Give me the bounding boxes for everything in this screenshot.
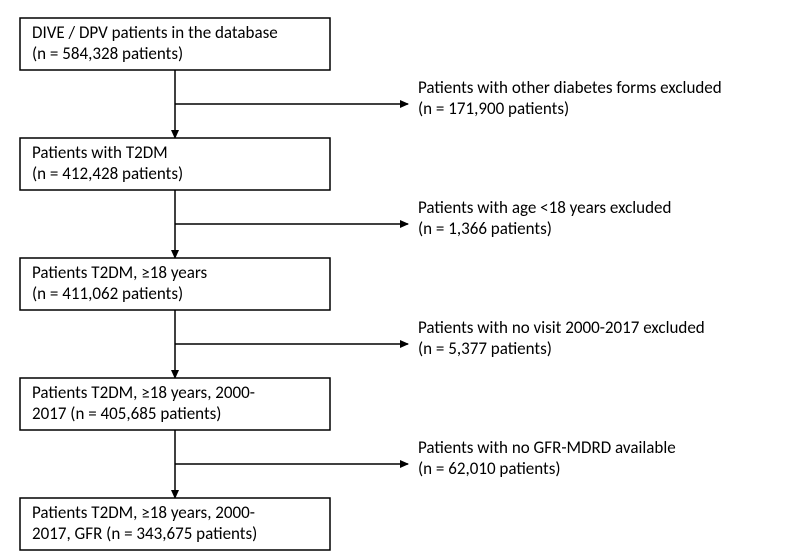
side-label-3: Patients with no visit 2000-2017 exclude… — [418, 317, 705, 359]
side-label-2: Patients with age <18 years excluded(n =… — [418, 197, 671, 239]
flow-box-5-text: Patients T2DM, ≥18 years, 2000-2017, GFR… — [32, 502, 257, 544]
side-label-1: Patients with other diabetes forms exclu… — [418, 77, 722, 119]
flow-box-3-text: Patients T2DM, ≥18 years(n = 411,062 pat… — [32, 262, 208, 304]
side-label-4: Patients with no GFR-MDRD available(n = … — [418, 437, 676, 479]
flow-box-2-text: Patients with T2DM(n = 412,428 patients) — [32, 142, 183, 184]
flowchart-svg: DIVE / DPV patients in the database(n = … — [0, 0, 797, 558]
side-labels-group: Patients with other diabetes forms exclu… — [418, 77, 722, 479]
